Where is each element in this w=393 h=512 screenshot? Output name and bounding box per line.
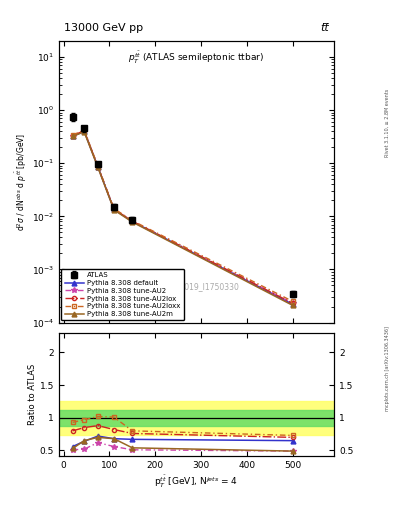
Pythia 8.308 tune-AU2 [95,164,100,170]
Pythia 8.308 tune-AU2loxx [112,205,116,211]
Bar [59,401,334,435]
Text: 13000 GeV pp: 13000 GeV pp [64,23,143,32]
Pythia 8.308 tune-AU2 [130,218,135,224]
Pythia 8.308 tune-AU2loxx [70,132,75,138]
Pythia 8.308 tune-AU2loxx [290,298,295,305]
Pythia 8.308 default [112,206,116,212]
Pythia 8.308 tune-AU2loxx [82,127,86,133]
Pythia 8.308 tune-AU2 [290,300,295,306]
Pythia 8.308 tune-AU2m [82,129,86,135]
Pythia 8.308 tune-AU2m [70,133,75,139]
Pythia 8.308 tune-AU2 [112,206,116,212]
Pythia 8.308 tune-AU2lox [95,164,100,170]
Pythia 8.308 tune-AU2m [112,207,116,213]
Y-axis label: d$^2\sigma$ / dN$^{obs}$ d $p^{t\bar{t}}$ [pb/GeV]: d$^2\sigma$ / dN$^{obs}$ d $p^{t\bar{t}}… [13,133,29,231]
Pythia 8.308 tune-AU2m [290,303,295,309]
Pythia 8.308 default [290,301,295,307]
Pythia 8.308 tune-AU2lox [112,206,116,212]
Pythia 8.308 tune-AU2 [82,127,86,134]
Pythia 8.308 tune-AU2lox [82,127,86,134]
Text: Rivet 3.1.10, ≥ 2.8M events: Rivet 3.1.10, ≥ 2.8M events [385,89,390,157]
Pythia 8.308 tune-AU2lox [130,218,135,224]
Text: ATLAS_2019_I1750330: ATLAS_2019_I1750330 [153,283,240,292]
Line: Pythia 8.308 tune-AU2lox: Pythia 8.308 tune-AU2lox [71,129,295,306]
Pythia 8.308 default [82,128,86,134]
Pythia 8.308 tune-AU2lox [290,300,295,306]
Pythia 8.308 default [130,219,135,225]
Line: Pythia 8.308 tune-AU2m: Pythia 8.308 tune-AU2m [70,130,295,308]
Legend: ATLAS, Pythia 8.308 default, Pythia 8.308 tune-AU2, Pythia 8.308 tune-AU2lox, Py: ATLAS, Pythia 8.308 default, Pythia 8.30… [61,269,184,321]
Pythia 8.308 tune-AU2m [95,164,100,170]
Pythia 8.308 tune-AU2 [70,133,75,139]
Pythia 8.308 default [70,133,75,139]
Pythia 8.308 default [95,164,100,170]
Text: mcplots.cern.ch [arXiv:1306.3436]: mcplots.cern.ch [arXiv:1306.3436] [385,326,390,411]
Text: $p_T^{t\bar{t}}$ (ATLAS semileptonic ttbar): $p_T^{t\bar{t}}$ (ATLAS semileptonic ttb… [129,50,264,66]
Line: Pythia 8.308 tune-AU2: Pythia 8.308 tune-AU2 [70,128,296,306]
Pythia 8.308 tune-AU2lox [70,133,75,139]
Text: tt̅: tt̅ [320,23,329,32]
Pythia 8.308 tune-AU2loxx [130,218,135,224]
Pythia 8.308 tune-AU2loxx [95,163,100,169]
Line: Pythia 8.308 default: Pythia 8.308 default [70,129,295,307]
Bar [59,410,334,425]
Line: Pythia 8.308 tune-AU2loxx: Pythia 8.308 tune-AU2loxx [70,127,295,304]
X-axis label: p$^{t\bar{t}}_{T}$ [GeV], N$^{jets}$ = 4: p$^{t\bar{t}}_{T}$ [GeV], N$^{jets}$ = 4 [154,474,239,490]
Y-axis label: Ratio to ATLAS: Ratio to ATLAS [28,364,37,425]
Pythia 8.308 tune-AU2m [130,219,135,225]
